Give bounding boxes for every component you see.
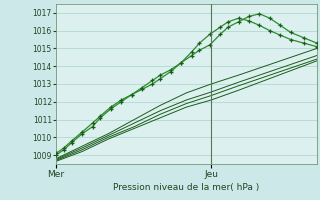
X-axis label: Pression niveau de la mer( hPa ): Pression niveau de la mer( hPa ): [113, 183, 260, 192]
